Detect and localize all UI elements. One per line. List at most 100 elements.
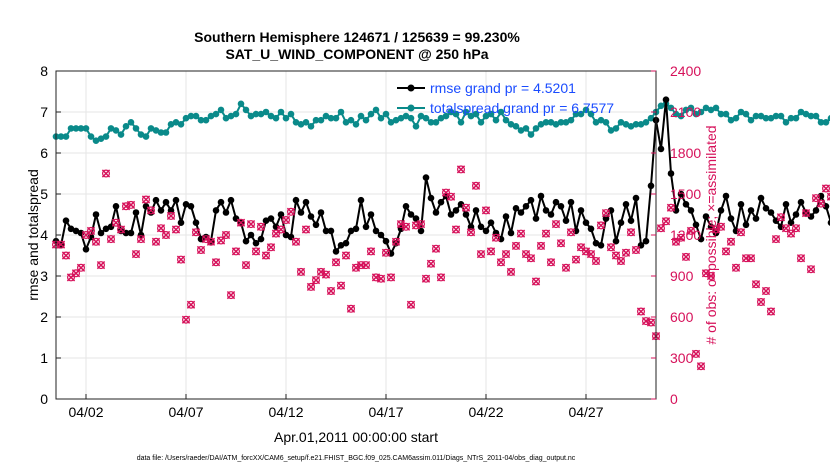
totalspread-point — [307, 123, 315, 130]
totalspread-point — [617, 119, 625, 126]
chart-subtitle: SAT_U_WIND_COMPONENT @ 250 hPa — [225, 46, 488, 62]
totalspread-point — [812, 112, 820, 120]
obs-possible-marker — [177, 255, 186, 264]
right-tick-label: 1500 — [670, 186, 701, 202]
x-axis-ticks: 04/02 04/07 04/12 04/17 04/22 04/27 — [68, 394, 604, 420]
obs-assimilated-marker — [361, 260, 371, 270]
obs-count-point — [686, 226, 696, 236]
obs-count-point — [446, 192, 456, 201]
obs-possible-marker — [631, 246, 640, 255]
obs-count-point — [731, 263, 741, 272]
obs-count-point — [531, 277, 541, 286]
totalspread-point — [552, 121, 560, 128]
obs-count-point — [331, 258, 341, 267]
totalspread-point — [237, 100, 245, 108]
totalspread-point — [782, 119, 790, 126]
totalspread-point — [277, 108, 285, 116]
obs-count-point — [311, 275, 321, 285]
obs-possible-marker — [327, 287, 336, 296]
totalspread-point — [382, 110, 390, 118]
obs-possible-marker — [746, 254, 755, 263]
obs-assimilated-marker — [796, 254, 806, 263]
rmse-point — [212, 207, 220, 214]
obs-count-point — [171, 225, 181, 234]
totalspread-point — [412, 123, 420, 130]
totalspread-point — [467, 112, 475, 120]
obs-possible-marker — [162, 231, 171, 240]
rmse-point — [727, 215, 735, 222]
obs-count-point — [806, 265, 816, 274]
totalspread-point — [537, 121, 545, 128]
rmse-point — [152, 196, 160, 204]
obs-possible-marker — [507, 267, 516, 276]
totalspread-point — [297, 121, 305, 128]
totalspread-point — [202, 116, 210, 124]
totalspread-point — [777, 112, 785, 120]
obs-possible-marker — [172, 225, 181, 234]
rmse-point — [687, 207, 695, 214]
rmse-point — [177, 219, 185, 226]
obs-possible-marker — [337, 281, 346, 290]
rmse-point — [812, 207, 820, 214]
rmse-point — [592, 239, 600, 247]
rmse-point — [127, 229, 135, 237]
obs-possible-marker — [801, 209, 810, 218]
obs-possible-marker — [81, 231, 90, 240]
obs-assimilated-marker — [466, 228, 476, 237]
obs-count-point — [261, 251, 271, 260]
right-tick-label: 1200 — [670, 227, 701, 243]
rmse-point — [667, 170, 675, 177]
obs-count-point — [161, 230, 171, 240]
obs-assimilated-marker — [431, 244, 441, 253]
totalspread-point — [387, 119, 395, 126]
obs-possible-marker — [531, 277, 540, 286]
obs-count-point — [401, 222, 411, 231]
obs-count-point — [61, 251, 71, 260]
obs-assimilated-marker — [276, 225, 286, 234]
obs-possible-marker — [521, 250, 530, 259]
totalspread-point — [332, 114, 340, 122]
obs-assimilated-marker — [711, 225, 721, 234]
obs-assimilated-marker — [496, 258, 506, 267]
obs-possible-marker — [392, 237, 401, 246]
obs-assimilated-marker — [351, 263, 361, 272]
rmse-point — [372, 227, 380, 235]
legend: rmse grand pr = 4.5201 totalspread grand… — [397, 80, 614, 116]
obs-count-point — [761, 286, 771, 296]
obs-possible-marker — [472, 181, 481, 190]
totalspread-point — [177, 121, 185, 128]
rmse-point — [432, 209, 440, 216]
left-tick-label: 0 — [40, 391, 48, 407]
obs-count-point — [816, 199, 826, 208]
legend-spread-marker — [407, 104, 415, 112]
obs-assimilated-marker — [801, 208, 811, 218]
rmse-point — [482, 227, 490, 235]
obs-assimilated-marker — [551, 219, 561, 229]
chart-title: Southern Hemisphere 124671 / 125639 = 99… — [194, 29, 520, 45]
totalspread-point — [397, 114, 405, 122]
rmse-point — [352, 225, 360, 233]
rmse-point — [317, 209, 325, 216]
totalspread-point — [767, 114, 775, 122]
obs-count-point — [131, 249, 141, 259]
obs-possible-marker — [457, 165, 466, 174]
obs-assimilated-marker — [586, 249, 596, 259]
totalspread-point — [792, 114, 800, 122]
totalspread-point — [77, 125, 85, 132]
obs-count-point — [266, 243, 276, 252]
totalspread-point — [417, 112, 425, 120]
obs-count-point — [636, 307, 646, 316]
obs-possible-marker — [357, 261, 366, 270]
totalspread-point — [707, 106, 715, 114]
totalspread-point — [742, 110, 750, 118]
totalspread-point — [87, 133, 95, 140]
totalspread-point — [57, 133, 65, 140]
obs-assimilated-marker — [661, 217, 671, 226]
totalspread-point — [357, 112, 365, 120]
totalspread-point — [527, 131, 535, 138]
obs-assimilated-marker — [296, 267, 306, 277]
obs-possible-marker — [656, 224, 665, 233]
obs-possible-marker — [776, 213, 785, 222]
obs-count-point — [381, 248, 391, 257]
obs-assimilated-marker — [341, 251, 351, 260]
